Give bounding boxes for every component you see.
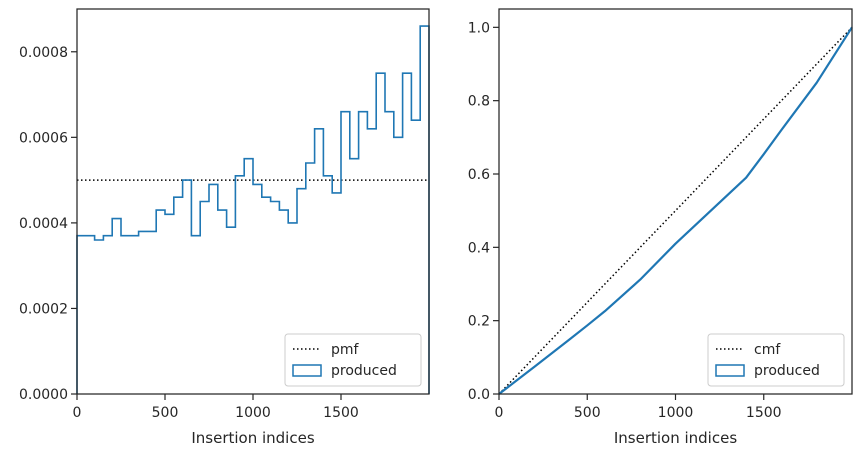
legend-reference-label: cmf — [754, 342, 781, 358]
y-tick-label: 0.0 — [468, 387, 490, 403]
y-tick-label: 0.0002 — [19, 301, 68, 317]
legend-series-swatch — [292, 364, 322, 377]
y-tick-label: 0.2 — [468, 314, 490, 330]
legend-series-swatch — [715, 364, 745, 377]
y-tick-label: 0.0004 — [19, 216, 68, 232]
x-tick-label: 500 — [574, 405, 601, 421]
y-tick-label: 0.8 — [468, 94, 490, 110]
x-axis-label: Insertion indices — [191, 429, 314, 447]
produced-cumulative-line — [498, 26, 853, 395]
legend-series-label: produced — [331, 363, 397, 379]
y-tick-label: 0.0008 — [19, 45, 68, 61]
x-tick-label: 500 — [152, 405, 179, 421]
x-tick-label: 1500 — [323, 405, 359, 421]
y-tick-label: 0.0000 — [19, 387, 68, 403]
legend-series-label: produced — [754, 363, 820, 379]
x-tick-label: 1500 — [746, 405, 782, 421]
y-tick-label: 0.4 — [468, 240, 490, 256]
cumulative-panel: 0 500 1000 1500 0.0 0.2 0.4 0.6 0.8 1.0 Insertion … — [468, 8, 853, 447]
histogram-panel: 0 500 1000 1500 0.0000 0.0002 0.0004 0.0006 0.00… — [19, 8, 430, 447]
produced-histogram-step — [76, 25, 430, 394]
x-tick-label: 1000 — [235, 405, 271, 421]
legend-reference-label: pmf — [331, 342, 360, 358]
x-tick-label: 1000 — [658, 405, 694, 421]
x-tick-label: 0 — [495, 405, 504, 421]
legend-box — [707, 333, 845, 387]
legend-box — [284, 333, 422, 387]
x-tick-label: 0 — [73, 405, 82, 421]
x-axis-label: Insertion indices — [614, 429, 737, 447]
y-tick-label: 0.6 — [468, 167, 490, 183]
y-tick-label: 1.0 — [468, 20, 490, 36]
y-tick-label: 0.0006 — [19, 130, 68, 146]
cmf-reference-line — [498, 26, 853, 395]
